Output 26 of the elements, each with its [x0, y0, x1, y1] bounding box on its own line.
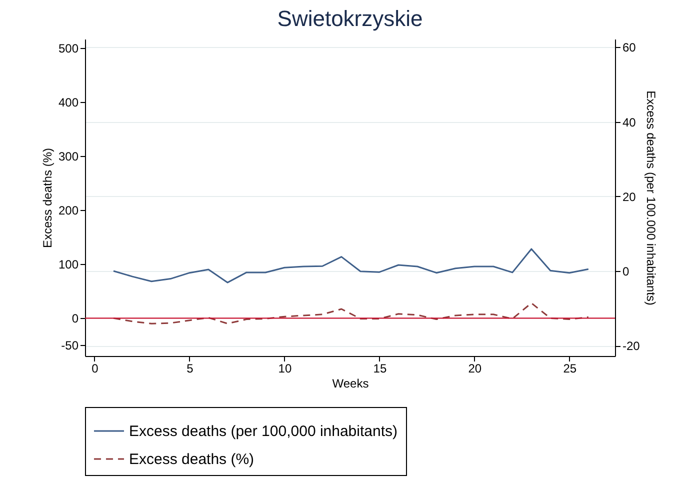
y-axis-title: Excess deaths (%) [40, 148, 54, 248]
line-series [112, 248, 590, 284]
y2-tick-label: -20 [622, 339, 640, 354]
x-tick-label: 0 [92, 362, 99, 376]
chart-title: Swietokrzyskie [277, 6, 423, 31]
y-tick-label: 500 [58, 42, 79, 56]
x-tick-label: 15 [373, 362, 387, 376]
y2-tick-label: 0 [622, 264, 630, 278]
x-tick-label: 25 [563, 362, 577, 376]
y-tick-label: 200 [58, 204, 79, 218]
y2-tick-label: 20 [622, 190, 636, 204]
x-tick-label: 5 [186, 362, 194, 376]
y-tick-label: -50 [61, 338, 79, 353]
x-tick-label: 20 [468, 362, 482, 376]
y2-axis-title: Excess deaths (per 100.000 inhabitants) [644, 90, 658, 306]
x-tick-label: 10 [278, 362, 292, 376]
line-series [112, 302, 590, 324]
y-tick-label: 100 [58, 258, 79, 272]
x-axis-title: Weeks [332, 376, 369, 390]
y2-tick-label: 60 [622, 40, 636, 55]
y-tick-label: 0 [72, 312, 79, 326]
y2-tick-label: 40 [622, 115, 636, 130]
y-tick-label: 400 [58, 96, 79, 110]
legend-label: Excess deaths (per 100,000 inhabitants) [129, 423, 398, 440]
legend-label: Excess deaths (%) [129, 451, 254, 468]
y-tick-label: 300 [58, 150, 79, 164]
